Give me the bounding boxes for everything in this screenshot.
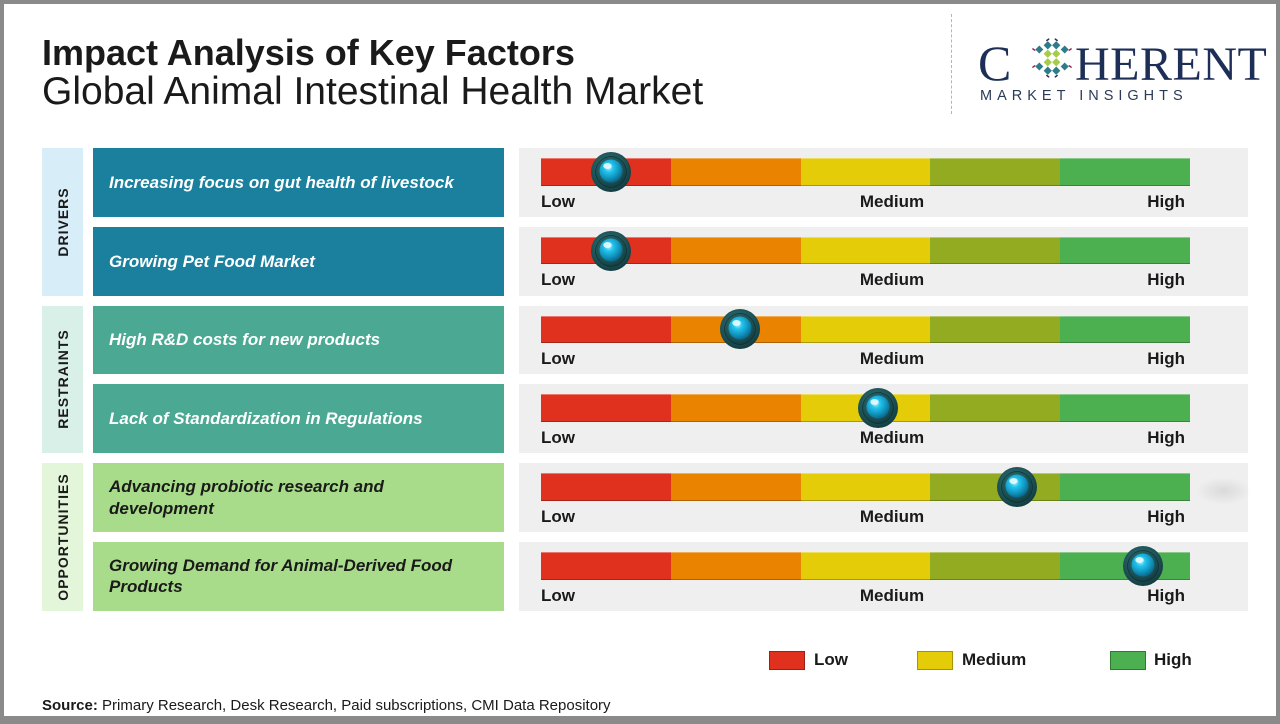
- svg-text:C: C: [978, 35, 1010, 91]
- svg-text:MARKET INSIGHTS: MARKET INSIGHTS: [980, 88, 1188, 104]
- svg-text:HERENT: HERENT: [1075, 38, 1267, 91]
